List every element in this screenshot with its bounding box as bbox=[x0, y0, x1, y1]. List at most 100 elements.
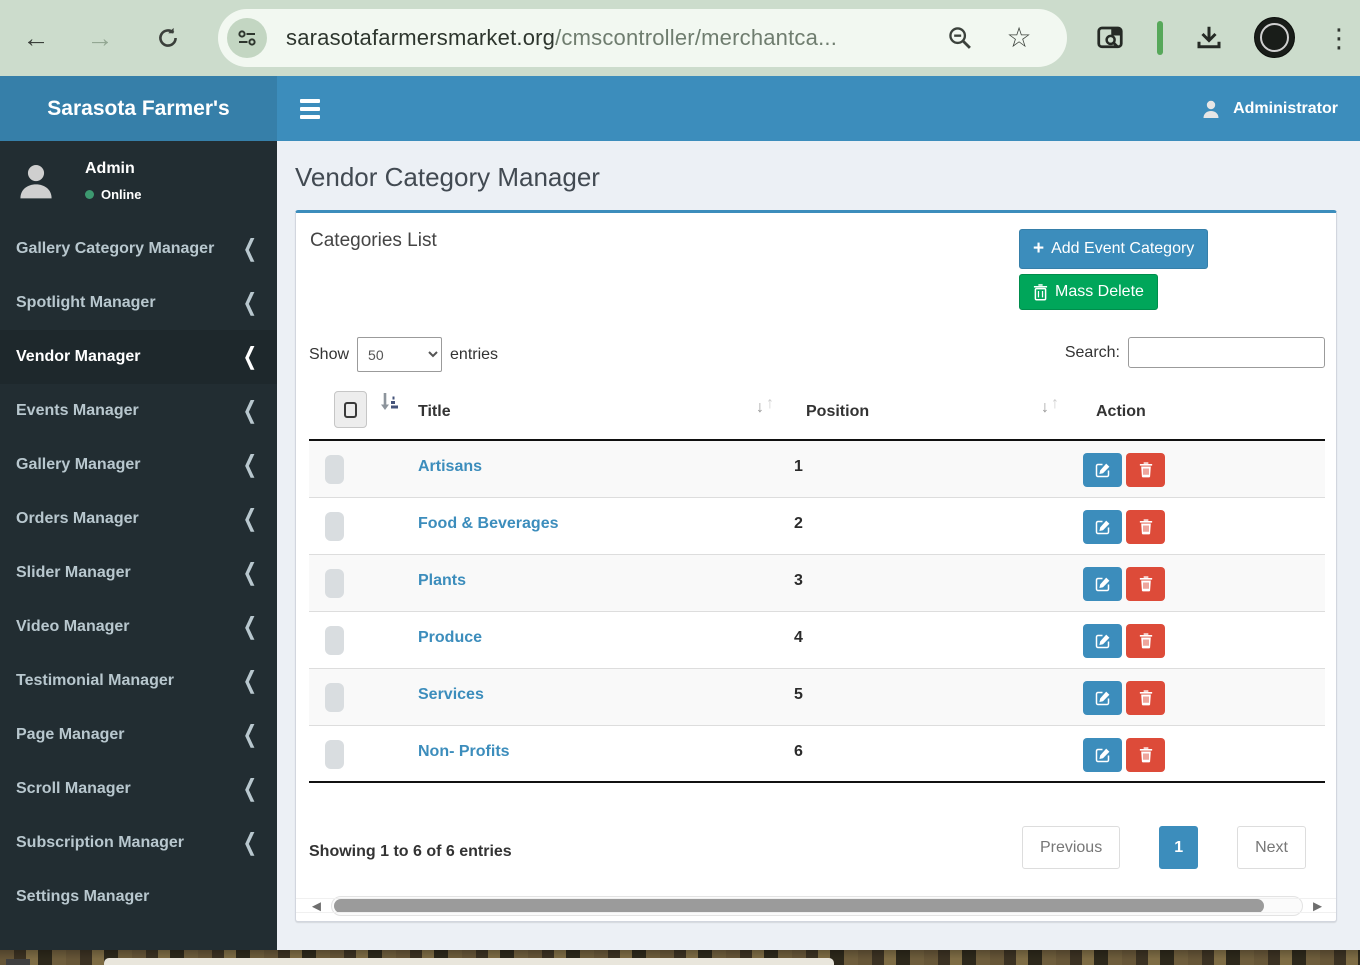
trash-icon bbox=[1139, 690, 1152, 706]
sidebar-item-spotlight-manager[interactable]: Spotlight Manager ❮ bbox=[0, 276, 277, 330]
sidebar-toggle-button[interactable] bbox=[293, 93, 327, 125]
trash-icon bbox=[1139, 576, 1152, 592]
row-checkbox[interactable] bbox=[325, 626, 344, 655]
online-label: Online bbox=[101, 187, 142, 202]
delete-button[interactable] bbox=[1126, 510, 1165, 544]
sidebar-item-events-manager[interactable]: Events Manager ❮ bbox=[0, 384, 277, 438]
url-path: /cmscontroller/merchantca... bbox=[555, 25, 838, 50]
sidebar-item-slider-manager[interactable]: Slider Manager ❮ bbox=[0, 546, 277, 600]
edit-button[interactable] bbox=[1083, 510, 1122, 544]
edit-icon bbox=[1095, 577, 1109, 592]
scroll-right-arrow[interactable]: ► bbox=[1310, 898, 1325, 915]
delete-button[interactable] bbox=[1126, 681, 1165, 715]
sidebar-item-label: Orders Manager bbox=[16, 510, 139, 527]
forward-icon: → bbox=[86, 22, 114, 53]
category-title-link[interactable]: Produce bbox=[418, 629, 483, 646]
background-site-strip bbox=[0, 950, 1360, 965]
sidebar-item-vendor-manager[interactable]: Vendor Manager ❮ bbox=[0, 330, 277, 384]
sidebar-avatar bbox=[14, 158, 58, 202]
app-header: Sarasota Farmer's Administrator bbox=[0, 76, 1360, 141]
back-button[interactable]: ← bbox=[16, 18, 56, 58]
add-event-category-label: Add Event Category bbox=[1051, 240, 1195, 257]
edit-button[interactable] bbox=[1083, 567, 1122, 601]
sidebar-item-video-manager[interactable]: Video Manager ❮ bbox=[0, 600, 277, 654]
downloads-button[interactable] bbox=[1189, 18, 1229, 58]
table-body: Artisans 1 Food & Beverages 2 Plants 3 Produce… bbox=[309, 441, 1325, 783]
edit-icon bbox=[1095, 463, 1109, 478]
edit-icon bbox=[1095, 748, 1109, 763]
column-header-title[interactable]: Title bbox=[418, 403, 451, 420]
zoom-button[interactable] bbox=[945, 23, 975, 53]
add-event-category-button[interactable]: + Add Event Category bbox=[1019, 229, 1209, 269]
brand-logo[interactable]: Sarasota Farmer's bbox=[0, 76, 277, 141]
online-dot-icon bbox=[85, 190, 94, 199]
chevron-left-icon: ❮ bbox=[242, 451, 257, 478]
checkbox-icon bbox=[344, 401, 357, 418]
chevron-left-icon: ❮ bbox=[242, 235, 257, 262]
page-title: Vendor Category Manager bbox=[295, 162, 600, 192]
background-banner-edge bbox=[104, 958, 834, 965]
back-icon: ← bbox=[22, 22, 50, 53]
mass-delete-button[interactable]: Mass Delete bbox=[1019, 274, 1158, 310]
plus-icon: + bbox=[1033, 238, 1045, 259]
row-checkbox[interactable] bbox=[325, 455, 344, 484]
administrator-menu[interactable]: Administrator bbox=[1199, 76, 1338, 141]
row-checkbox[interactable] bbox=[325, 683, 344, 712]
row-checkbox[interactable] bbox=[325, 740, 344, 769]
search-input[interactable] bbox=[1128, 337, 1325, 368]
entries-label: entries bbox=[450, 345, 499, 363]
forward-button[interactable]: → bbox=[80, 18, 120, 58]
bookmark-button[interactable]: ☆ bbox=[1004, 23, 1034, 53]
row-checkbox[interactable] bbox=[325, 512, 344, 541]
table-row: Services 5 bbox=[309, 669, 1325, 726]
chevron-left-icon: ❮ bbox=[242, 343, 257, 370]
site-info-button[interactable] bbox=[227, 18, 267, 58]
scrollbar-track[interactable] bbox=[331, 896, 1303, 916]
sidebar-item-settings-manager[interactable]: Settings Manager bbox=[0, 870, 277, 924]
top-navbar: Administrator bbox=[277, 76, 1360, 141]
edit-button[interactable] bbox=[1083, 681, 1122, 715]
reload-button[interactable] bbox=[148, 18, 188, 58]
address-bar[interactable]: sarasotafarmersmarket.org/cmscontroller/… bbox=[218, 9, 1067, 67]
delete-button[interactable] bbox=[1126, 624, 1165, 658]
sidebar-item-scroll-manager[interactable]: Scroll Manager ❮ bbox=[0, 762, 277, 816]
delete-button[interactable] bbox=[1126, 453, 1165, 487]
sidebar-item-testimonial-manager[interactable]: Testimonial Manager ❮ bbox=[0, 654, 277, 708]
sidebar-item-label: Subscription Manager bbox=[16, 834, 185, 851]
tab-search-button[interactable] bbox=[1090, 18, 1130, 58]
sidebar-user-status[interactable]: Online bbox=[85, 187, 141, 202]
edit-button[interactable] bbox=[1083, 738, 1122, 772]
select-all-checkbox[interactable] bbox=[334, 391, 367, 428]
profile-avatar[interactable] bbox=[1254, 17, 1295, 58]
delete-button[interactable] bbox=[1126, 738, 1165, 772]
chevron-left-icon: ❮ bbox=[242, 505, 257, 532]
sidebar-item-orders-manager[interactable]: Orders Manager ❮ bbox=[0, 492, 277, 546]
category-title-link[interactable]: Artisans bbox=[418, 458, 483, 475]
sidebar-item-page-manager[interactable]: Page Manager ❮ bbox=[0, 708, 277, 762]
scroll-left-arrow[interactable]: ◄ bbox=[309, 898, 324, 915]
browser-menu-button[interactable]: ⋮ bbox=[1322, 18, 1356, 58]
edit-button[interactable] bbox=[1083, 453, 1122, 487]
next-page-button[interactable]: Next bbox=[1237, 826, 1306, 869]
sort-icon-title: ↓ ↑ bbox=[756, 395, 774, 416]
edit-button[interactable] bbox=[1083, 624, 1122, 658]
sidebar-item-subscription-manager[interactable]: Subscription Manager ❮ bbox=[0, 816, 277, 870]
page-1-button[interactable]: 1 bbox=[1159, 826, 1199, 869]
scrollbar-thumb[interactable] bbox=[334, 899, 1264, 913]
category-title-link[interactable]: Services bbox=[418, 686, 484, 703]
category-title-link[interactable]: Plants bbox=[418, 572, 467, 589]
url-text[interactable]: sarasotafarmersmarket.org/cmscontroller/… bbox=[286, 9, 837, 67]
sidebar-item-gallery-category-manager[interactable]: Gallery Category Manager ❮ bbox=[0, 222, 277, 276]
row-checkbox[interactable] bbox=[325, 569, 344, 598]
delete-button[interactable] bbox=[1126, 567, 1165, 601]
sidebar-item-label: Video Manager bbox=[16, 618, 130, 635]
page-length-select[interactable]: 50 bbox=[357, 337, 443, 372]
previous-page-button[interactable]: Previous bbox=[1021, 826, 1121, 869]
hamburger-icon bbox=[300, 99, 320, 103]
column-header-action[interactable]: Action bbox=[1096, 403, 1146, 420]
category-title-link[interactable]: Non- Profits bbox=[418, 743, 510, 760]
sidebar-item-label: Gallery Manager bbox=[16, 456, 141, 473]
column-header-position[interactable]: Position bbox=[806, 403, 870, 420]
sidebar-item-gallery-manager[interactable]: Gallery Manager ❮ bbox=[0, 438, 277, 492]
category-title-link[interactable]: Food & Beverages bbox=[418, 515, 559, 532]
